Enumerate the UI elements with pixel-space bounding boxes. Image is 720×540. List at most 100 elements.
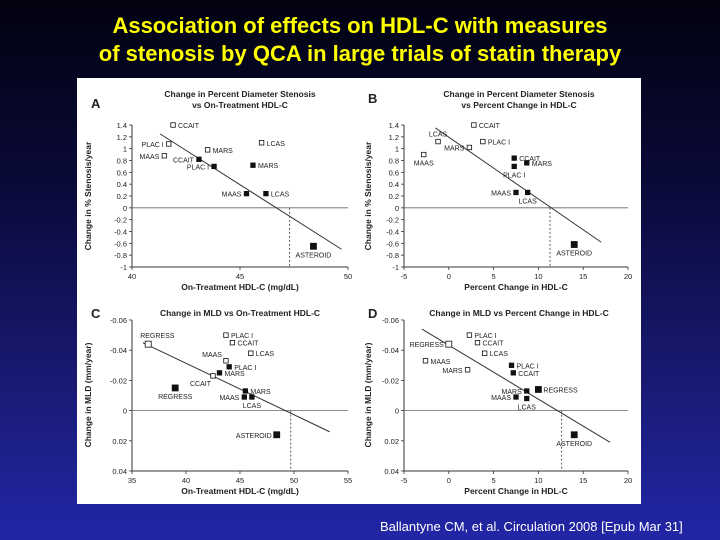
y-tick-label: 0.04 — [112, 467, 127, 476]
x-tick-label: -5 — [401, 272, 408, 281]
point-label: CCAIT — [479, 123, 501, 130]
data-point-asteroid — [273, 431, 281, 439]
point-label: CCAIT — [482, 341, 504, 348]
point-label: PLAC I — [234, 365, 256, 372]
data-point-ccait — [511, 155, 517, 161]
point-label: MAAS — [202, 352, 222, 359]
y-tick-label: -0.02 — [110, 376, 127, 385]
data-point-mars — [242, 388, 249, 394]
regression-line — [142, 342, 330, 433]
data-point-ccait — [229, 339, 236, 346]
y-tick-label: 1.2 — [117, 133, 127, 142]
data-point-mars — [466, 144, 473, 151]
point-label: CCAIT — [190, 381, 212, 388]
point-label: MAAS — [140, 154, 160, 161]
y-tick-label: 1 — [123, 145, 127, 154]
y-tick-label: 0.4 — [117, 180, 127, 189]
y-tick-label: -0.4 — [114, 228, 127, 237]
data-point-ccait — [170, 122, 176, 128]
data-point-regress — [171, 384, 179, 392]
data-point-mars — [216, 370, 223, 376]
panel-title: Change in MLD vs On-Treatment HDL-C — [160, 308, 320, 318]
point-label: CCAIT — [237, 341, 259, 348]
data-point-maas — [513, 189, 519, 196]
data-point-mars — [250, 162, 256, 168]
point-label: MAAS — [414, 161, 434, 168]
y-tick-label: 1.4 — [117, 121, 127, 130]
panel-letter: A — [91, 96, 101, 111]
y-tick-label: -0.04 — [382, 346, 399, 355]
data-point-ccait — [471, 122, 477, 128]
x-tick-label: 50 — [344, 272, 352, 281]
y-tick-label: -0.4 — [386, 228, 399, 237]
point-label: CCAIT — [518, 371, 540, 378]
x-tick-label: 0 — [447, 476, 451, 485]
y-tick-label: 0.2 — [389, 192, 399, 201]
x-axis-label: Percent Change in HDL-C — [464, 486, 567, 496]
point-label: ASTEROID — [556, 441, 592, 448]
x-axis-label: On-Treatment HDL-C (mg/dL) — [181, 282, 299, 292]
y-tick-label: -0.02 — [382, 376, 399, 385]
citation: Ballantyne CM, et al. Circulation 2008 [… — [380, 519, 683, 534]
y-axis-label: Change in MLD (mm/year) — [363, 342, 373, 447]
point-label: LCAS — [243, 403, 262, 410]
y-tick-label: -0.04 — [110, 346, 127, 355]
y-tick-label: -0.6 — [114, 239, 127, 248]
y-tick-label: 0.8 — [389, 157, 399, 166]
data-point-mars — [464, 367, 471, 373]
y-tick-label: 0.02 — [112, 437, 127, 446]
point-label: MARS — [442, 368, 463, 375]
point-label: LCAS — [518, 198, 537, 205]
y-tick-label: 0 — [395, 204, 399, 213]
x-tick-label: 35 — [128, 476, 136, 485]
regression-line — [159, 133, 342, 250]
point-label: MAAS — [219, 395, 239, 402]
panel-title: Change in Percent Diameter Stenosis — [164, 89, 315, 99]
panel-title: Change in MLD vs Percent Change in HDL-C — [429, 308, 608, 318]
panel-letter: D — [368, 306, 377, 321]
y-tick-label: 1.2 — [389, 133, 399, 142]
point-label: MARS — [250, 389, 271, 396]
x-tick-label: 0 — [447, 272, 451, 281]
point-label: MAAS — [491, 190, 511, 197]
data-point-regress — [534, 386, 542, 393]
y-tick-label: -0.2 — [114, 216, 127, 225]
data-point-plac-i — [466, 332, 473, 338]
y-tick-label: -0.2 — [386, 216, 399, 225]
y-tick-label: -1 — [120, 263, 127, 272]
data-point-maas — [421, 151, 427, 158]
point-label: CCAIT — [173, 157, 195, 164]
x-axis-label: Percent Change in HDL-C — [464, 282, 567, 292]
point-label: MARS — [502, 389, 523, 396]
point-label: MAAS — [431, 359, 451, 366]
point-label: LCAS — [490, 351, 509, 358]
y-tick-label: -0.06 — [382, 316, 399, 325]
data-point-mars — [524, 388, 530, 394]
data-point-lcas — [435, 138, 441, 145]
point-label: LCAS — [267, 141, 286, 148]
point-label: REGRESS — [140, 333, 175, 340]
x-tick-label: 55 — [344, 476, 352, 485]
point-label: PLAC I — [488, 140, 510, 147]
y-tick-label: 0.04 — [384, 467, 399, 476]
data-point-lcas — [249, 394, 255, 400]
x-tick-label: 20 — [624, 272, 632, 281]
data-point-lcas — [524, 395, 530, 402]
x-tick-label: 20 — [624, 476, 632, 485]
y-tick-label: -0.8 — [386, 251, 399, 260]
data-point-plac-i — [223, 332, 229, 338]
point-label: MARS — [444, 145, 465, 152]
data-point-plac-i — [511, 163, 517, 170]
data-point-ccait — [510, 370, 516, 376]
point-label: MARS — [532, 161, 553, 168]
data-point-plac-i — [480, 138, 486, 145]
point-label: CCAIT — [519, 156, 541, 163]
x-axis-label: On-Treatment HDL-C (mg/dL) — [181, 486, 299, 496]
slide-title-line-2: of stenosis by QCA in large trials of st… — [98, 41, 622, 66]
point-label: PLAC I — [503, 172, 525, 179]
point-label: PLAC I — [142, 142, 164, 149]
figure-panel: A Change in Percent Diameter Stenosis vs O… — [77, 78, 641, 504]
y-tick-label: 0 — [123, 204, 127, 213]
point-label: PLAC I — [474, 333, 496, 340]
data-point-lcas — [248, 350, 254, 356]
